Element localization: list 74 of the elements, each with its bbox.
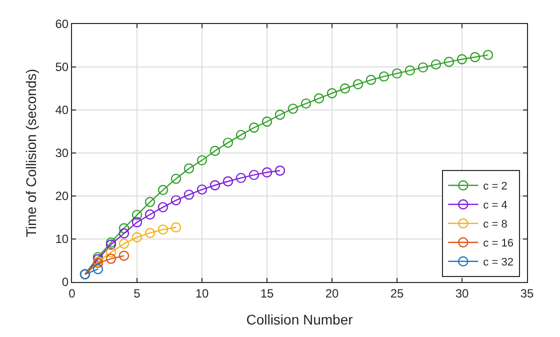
point bbox=[132, 210, 142, 220]
point bbox=[222, 138, 234, 148]
x-tick-label: 25 bbox=[390, 286, 404, 300]
y-tick-label: 20 bbox=[55, 189, 69, 204]
point bbox=[170, 174, 182, 184]
point bbox=[144, 196, 156, 208]
x-tick-label: 10 bbox=[195, 286, 209, 300]
legend-label: c = 4 bbox=[483, 200, 508, 212]
point bbox=[340, 83, 350, 94]
point bbox=[314, 93, 324, 104]
point bbox=[196, 155, 208, 166]
x-tick-label: 20 bbox=[325, 286, 339, 300]
point bbox=[248, 122, 260, 133]
point bbox=[392, 68, 402, 79]
y-axis-title: Time of Collision (seconds) bbox=[22, 68, 39, 238]
x-tick-label: 30 bbox=[455, 286, 469, 300]
point bbox=[262, 167, 272, 178]
point bbox=[158, 202, 168, 212]
point bbox=[262, 116, 272, 127]
point bbox=[158, 224, 168, 235]
legend-label: c = 2 bbox=[483, 180, 508, 193]
point bbox=[118, 228, 130, 239]
point bbox=[456, 54, 468, 64]
point bbox=[288, 104, 298, 114]
point bbox=[470, 52, 480, 62]
point bbox=[352, 79, 364, 90]
point bbox=[158, 184, 168, 196]
x-tick-label: 5 bbox=[134, 286, 141, 300]
point bbox=[418, 62, 428, 73]
legend-label: c = 8 bbox=[483, 218, 508, 231]
point bbox=[482, 50, 494, 60]
point bbox=[444, 56, 454, 67]
x-axis-title: Collision Number bbox=[246, 312, 354, 328]
point bbox=[144, 209, 156, 220]
point bbox=[236, 130, 246, 140]
y-tick-label: 60 bbox=[55, 17, 69, 32]
x-tick-label: 35 bbox=[520, 286, 534, 300]
point bbox=[118, 250, 130, 261]
point bbox=[404, 65, 416, 76]
point bbox=[274, 166, 286, 176]
point bbox=[210, 180, 220, 190]
point bbox=[118, 238, 130, 249]
x-tick-label: 15 bbox=[260, 286, 274, 300]
point bbox=[222, 176, 234, 186]
point bbox=[196, 184, 208, 195]
point bbox=[274, 110, 286, 120]
point bbox=[92, 254, 104, 264]
legend-label: c = 16 bbox=[483, 238, 514, 250]
point bbox=[132, 232, 142, 242]
point bbox=[92, 264, 104, 274]
point bbox=[184, 163, 194, 174]
point bbox=[236, 172, 246, 184]
y-tick-label: 0 bbox=[62, 275, 69, 290]
point bbox=[106, 247, 116, 258]
y-tick-label: 40 bbox=[55, 103, 69, 118]
point bbox=[430, 59, 442, 70]
y-tick-label: 50 bbox=[55, 60, 69, 74]
y-tick-label: 10 bbox=[55, 232, 69, 246]
y-tick-label: 30 bbox=[55, 146, 69, 160]
point bbox=[118, 223, 130, 234]
point bbox=[366, 74, 376, 85]
point bbox=[92, 252, 104, 262]
point bbox=[326, 88, 338, 98]
point bbox=[106, 254, 116, 264]
point bbox=[248, 170, 260, 180]
point bbox=[300, 98, 312, 109]
point bbox=[210, 146, 220, 156]
legend-label: c = 32 bbox=[483, 256, 514, 269]
point bbox=[170, 195, 182, 206]
point bbox=[184, 190, 194, 200]
point bbox=[378, 71, 390, 82]
point bbox=[144, 228, 156, 238]
point bbox=[132, 217, 142, 228]
point bbox=[170, 222, 182, 232]
